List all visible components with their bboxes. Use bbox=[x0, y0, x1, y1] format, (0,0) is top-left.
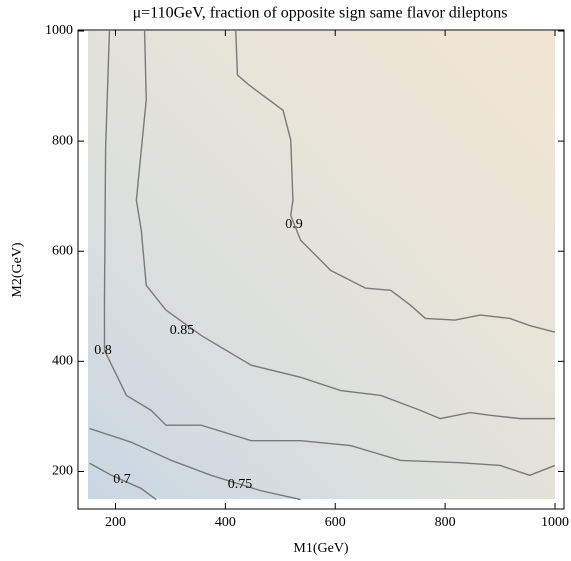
y-axis-label: M2(GeV) bbox=[10, 242, 25, 298]
y-tick-label: 800 bbox=[52, 133, 73, 148]
contour-line bbox=[89, 462, 157, 501]
x-tick-label: 600 bbox=[325, 515, 346, 530]
contour-line bbox=[135, 30, 555, 420]
contour-line bbox=[235, 30, 556, 333]
x-tick-label: 400 bbox=[215, 515, 236, 530]
contour-line bbox=[103, 30, 556, 477]
x-tick-label: 1000 bbox=[541, 515, 569, 530]
frame bbox=[77, 29, 565, 510]
x-axis-label: M1(GeV) bbox=[293, 541, 349, 556]
contour-label: 0.85 bbox=[170, 323, 195, 338]
chart-title: μ=110GeV, fraction of opposite sign same… bbox=[133, 5, 508, 22]
plot-fill bbox=[88, 31, 555, 499]
contour-label: 0.9 bbox=[285, 217, 303, 232]
x-tick-label: 200 bbox=[105, 515, 126, 530]
contour-label: 0.8 bbox=[94, 343, 112, 358]
y-tick-label: 600 bbox=[52, 243, 73, 258]
contour-line bbox=[89, 427, 301, 501]
contour-label: 0.7 bbox=[113, 472, 131, 487]
y-tick-label: 1000 bbox=[45, 23, 73, 38]
y-tick-label: 200 bbox=[52, 464, 73, 479]
x-tick-label: 800 bbox=[435, 515, 456, 530]
y-tick-label: 400 bbox=[52, 354, 73, 369]
contour-label: 0.75 bbox=[228, 477, 253, 492]
